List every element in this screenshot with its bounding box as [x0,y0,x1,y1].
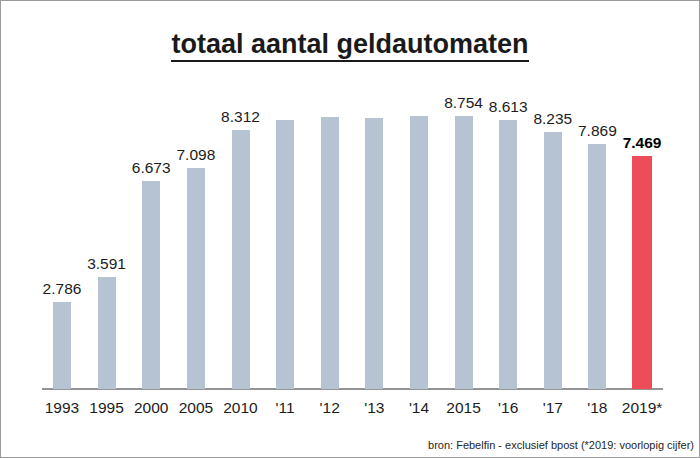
bar [499,120,517,389]
bar [544,132,562,389]
source-note: bron: Febelfin - exclusief bpost (*2019:… [428,439,694,451]
bar [98,277,116,389]
plot-area: 2.78619933.59119956.67320007.09820058.31… [1,1,699,457]
value-label: 7.469 [602,133,682,152]
value-label: 2.786 [22,279,102,298]
chart-figure: totaal aantal geldautomaten 2.78619933.5… [0,0,700,458]
bar [365,118,383,389]
bar [187,168,205,389]
bar [53,302,71,389]
bar [276,120,294,389]
bar [410,116,428,389]
bar [588,144,606,389]
x-axis-line [42,388,663,390]
bar [321,117,339,389]
value-label: 7.098 [156,145,236,164]
bar [455,116,473,389]
bar-highlighted [632,156,652,389]
x-tick-label: 2019* [602,399,682,417]
bar [232,130,250,389]
value-label: 3.591 [67,254,147,273]
value-label: 8.312 [201,107,281,126]
bar [142,181,160,389]
